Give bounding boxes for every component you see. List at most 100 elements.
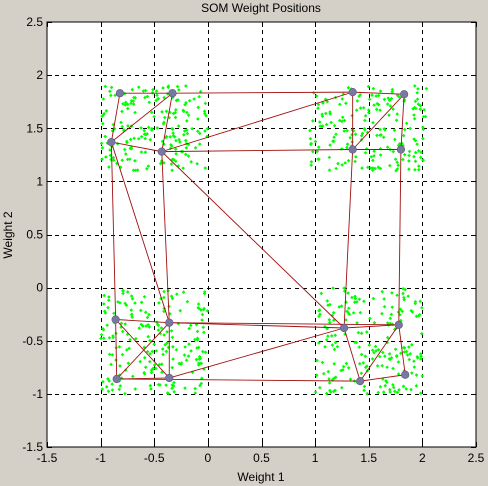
input-point: [344, 361, 349, 366]
input-point: [401, 157, 405, 162]
input-point: [320, 124, 324, 129]
input-point: [387, 357, 392, 361]
input-point: [131, 102, 136, 106]
input-point: [130, 87, 135, 92]
input-point: [101, 97, 106, 101]
input-point: [371, 296, 376, 301]
input-point: [327, 318, 332, 322]
input-point: [380, 311, 384, 316]
input-point: [111, 155, 116, 160]
input-point: [385, 335, 390, 340]
input-point: [157, 362, 162, 367]
neuron-connection: [161, 91, 353, 153]
input-point: [190, 370, 195, 375]
input-point: [333, 388, 337, 393]
input-point: [151, 366, 155, 371]
input-point: [353, 132, 358, 136]
input-point: [378, 127, 382, 132]
input-point: [106, 389, 111, 394]
input-point: [328, 143, 332, 147]
input-point: [344, 318, 348, 322]
input-point: [371, 158, 375, 163]
input-point: [317, 341, 321, 345]
neuron-connection: [398, 149, 402, 325]
neuron-marker: [348, 145, 357, 154]
input-point: [121, 291, 125, 296]
input-point: [188, 323, 193, 328]
input-point: [198, 142, 202, 146]
input-point: [386, 96, 391, 100]
input-point: [363, 113, 368, 118]
input-point: [171, 95, 175, 100]
input-point: [341, 368, 345, 372]
input-point: [370, 168, 375, 173]
input-point: [390, 305, 395, 309]
input-point: [402, 152, 407, 157]
input-point: [199, 376, 204, 381]
input-point: [393, 157, 398, 162]
input-point: [120, 109, 124, 114]
input-point: [183, 138, 188, 143]
input-point: [412, 113, 416, 117]
input-point: [360, 166, 364, 170]
input-point: [388, 104, 393, 108]
input-point: [320, 360, 325, 365]
input-point: [343, 161, 348, 165]
input-point: [378, 153, 383, 157]
input-point: [351, 311, 356, 315]
neuron-connection: [110, 141, 170, 323]
input-point: [144, 324, 148, 328]
input-point: [116, 300, 120, 304]
input-point: [142, 294, 147, 299]
input-point: [173, 115, 178, 120]
y-axis-label: Weight 2: [1, 211, 15, 258]
input-point: [181, 290, 186, 294]
input-point: [123, 103, 128, 107]
input-point: [171, 384, 176, 388]
input-point: [358, 106, 363, 110]
input-point: [402, 295, 406, 300]
input-point: [152, 363, 157, 367]
input-point: [346, 85, 351, 90]
input-point: [331, 389, 336, 394]
input-point: [396, 163, 400, 168]
input-point: [324, 122, 329, 127]
input-point: [109, 362, 113, 367]
input-point: [167, 304, 171, 309]
input-point: [376, 165, 381, 170]
input-point: [139, 300, 144, 305]
input-point: [143, 95, 147, 100]
input-point: [109, 85, 114, 90]
input-point: [129, 294, 134, 298]
input-point: [390, 90, 394, 94]
input-point: [170, 386, 174, 391]
input-point: [154, 349, 159, 353]
input-point: [201, 349, 205, 354]
input-point: [107, 336, 112, 340]
input-point: [400, 309, 405, 314]
input-point: [377, 354, 382, 359]
input-point: [172, 389, 177, 394]
input-point: [421, 127, 426, 132]
input-point: [108, 148, 112, 152]
input-point: [187, 326, 191, 331]
plot-frame: [46, 21, 477, 448]
input-point: [413, 84, 417, 88]
input-point: [152, 114, 156, 119]
input-point: [359, 371, 364, 376]
input-point: [316, 102, 321, 107]
input-point: [395, 293, 399, 298]
input-point: [382, 97, 387, 102]
input-point: [165, 330, 169, 334]
input-point: [378, 108, 382, 112]
input-point: [346, 310, 350, 315]
input-point: [309, 160, 314, 164]
input-point: [325, 338, 329, 342]
neuron-marker: [168, 89, 177, 98]
x-axis-label: Weight 1: [237, 470, 284, 484]
input-point: [336, 161, 340, 166]
input-point: [162, 306, 166, 311]
input-point: [120, 124, 125, 129]
input-point: [397, 388, 401, 392]
input-point: [128, 146, 133, 151]
